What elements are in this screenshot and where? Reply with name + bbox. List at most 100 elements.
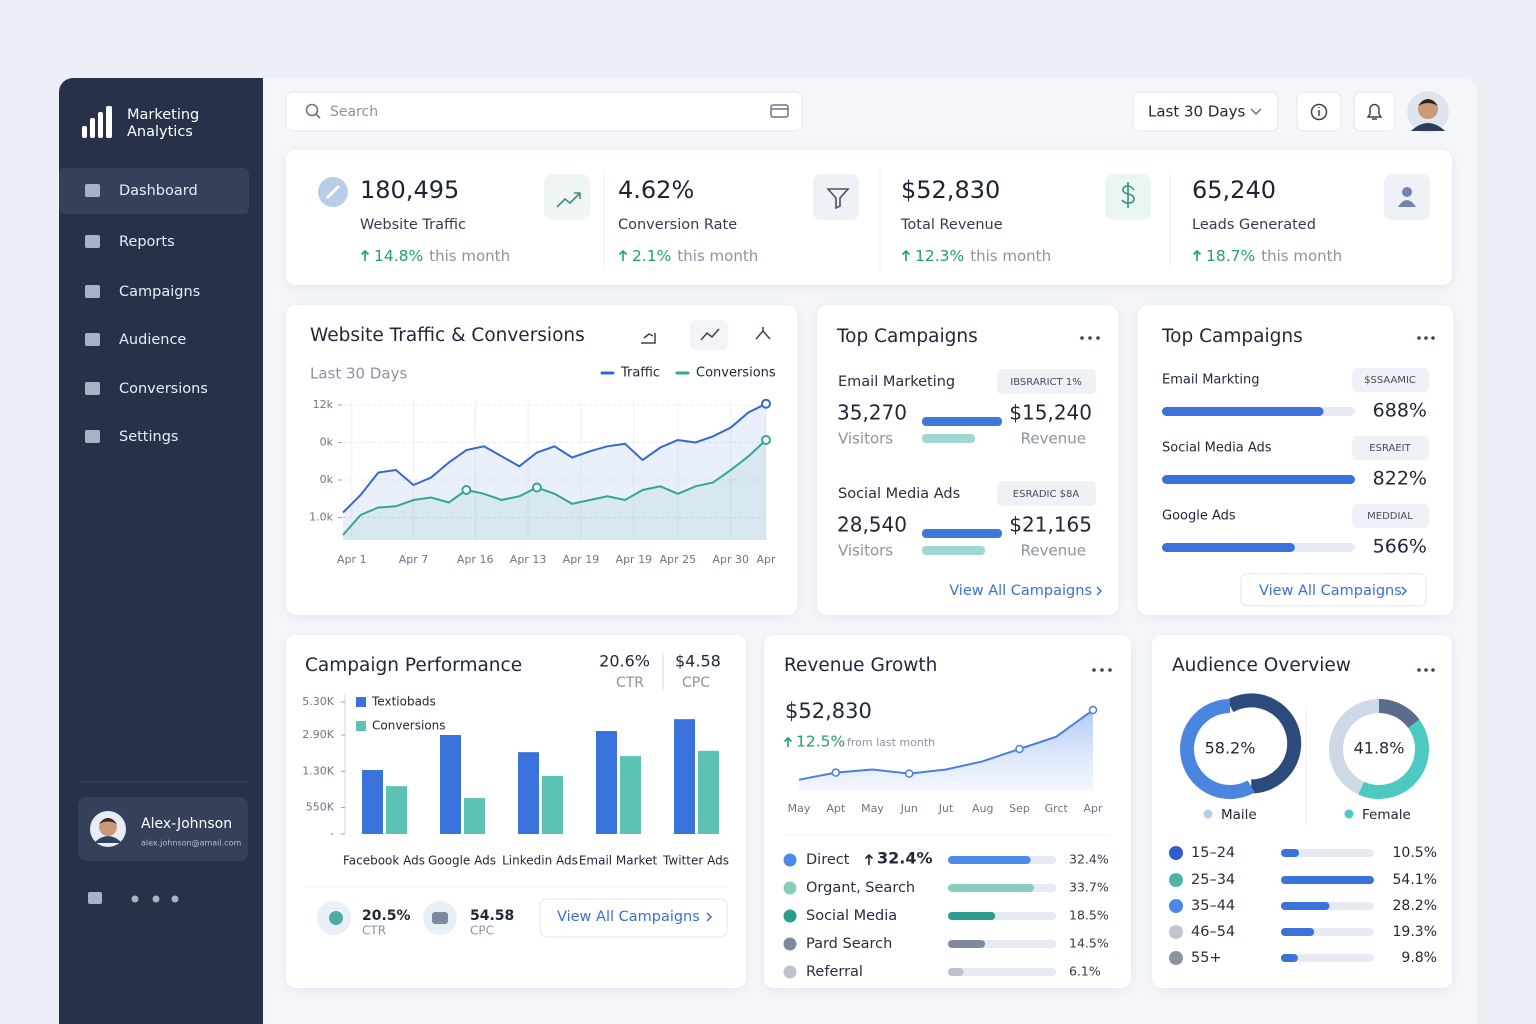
card-title: Top Campaigns xyxy=(836,326,978,347)
nav-item[interactable]: Audience xyxy=(119,332,186,348)
bar xyxy=(1281,928,1315,936)
person-icon xyxy=(1398,200,1416,207)
kpi-label: Total Revenue xyxy=(900,217,1003,233)
campaign-name: Email Markting xyxy=(1162,373,1259,388)
channel-name: Pard Search xyxy=(806,936,892,952)
kpi-label: Conversion Rate xyxy=(618,217,737,233)
kpi-value: 4.62% xyxy=(618,176,694,204)
nav-item[interactable]: Settings xyxy=(119,429,178,445)
kpi-change-period: this month xyxy=(1261,247,1342,265)
channel-highlight: 32.4% xyxy=(877,849,933,868)
bar xyxy=(596,731,617,834)
kpi-change-value: 2.1% xyxy=(632,247,671,265)
age-dot xyxy=(1169,951,1183,965)
bar xyxy=(674,719,695,834)
x-tick-label: May xyxy=(861,802,884,815)
channel-dot xyxy=(783,909,797,923)
view-all-link[interactable]: View All Campaigns xyxy=(949,583,1092,599)
y-tick-label: 12k xyxy=(313,398,334,411)
channel-name: Social Media xyxy=(806,908,897,924)
nav-item[interactable]: Campaigns xyxy=(119,284,200,300)
age-name: 15–24 xyxy=(1191,845,1235,861)
card-title: Website Traffic & Conversions xyxy=(310,325,585,346)
x-tick-label: Google Ads xyxy=(428,854,496,868)
view-all-link[interactable]: View All Campaigns xyxy=(557,909,700,925)
search-placeholder: Search xyxy=(330,104,378,120)
profile-avatar[interactable] xyxy=(1407,91,1449,133)
age-name: 25–34 xyxy=(1191,872,1235,888)
x-tick-label: Facebook Ads xyxy=(343,854,425,868)
footer-stat-value: 54.58 xyxy=(470,908,514,924)
nav-icon xyxy=(85,382,100,395)
bar xyxy=(386,786,407,834)
age-value: 10.5% xyxy=(1393,845,1437,861)
nav-item[interactable]: Conversions xyxy=(119,381,208,397)
channel-dot xyxy=(783,937,797,951)
legend-label: Conversions xyxy=(696,366,776,381)
legend-dot xyxy=(1203,809,1213,819)
bar xyxy=(362,769,383,834)
search-box[interactable] xyxy=(285,91,803,132)
x-tick-label: Apr 19 xyxy=(616,553,653,566)
user-card[interactable] xyxy=(78,797,248,861)
x-tick-label: Grct xyxy=(1045,802,1069,815)
bar xyxy=(948,912,996,920)
top-campaigns-card xyxy=(817,305,1118,615)
campaign-name: Social Media Ads xyxy=(838,486,960,502)
revenue-bar xyxy=(922,434,975,443)
channel-value: 32.4% xyxy=(1069,852,1109,867)
date-range-button[interactable] xyxy=(1132,91,1279,132)
campaign-name: Social Media Ads xyxy=(1162,441,1272,456)
kpi-change: 18.7% this month xyxy=(1206,247,1342,265)
channel-value: 18.5% xyxy=(1069,908,1109,923)
revenue-change: 12.5% xyxy=(796,733,845,751)
nav-item[interactable]: Dashboard xyxy=(119,183,198,199)
bar xyxy=(1281,954,1298,962)
stat-value: $4.58 xyxy=(675,652,721,671)
age-dot xyxy=(1169,899,1183,913)
stat-label: CPC xyxy=(682,675,710,691)
age-dot xyxy=(1169,873,1183,887)
link-button[interactable] xyxy=(539,898,728,938)
bar xyxy=(1281,849,1300,857)
campaign-tag-box xyxy=(1352,504,1429,528)
bar xyxy=(948,940,986,948)
footer-stat-label: CTR xyxy=(362,924,386,938)
bar xyxy=(948,968,964,976)
more-menus[interactable] xyxy=(1080,336,1435,672)
bar-track xyxy=(1281,849,1374,857)
user-email: alex.johnson@amail.com xyxy=(141,839,241,848)
card-title: Revenue Growth xyxy=(784,655,937,676)
age-value: 19.3% xyxy=(1393,924,1437,940)
x-tick-label: Linkedin Ads xyxy=(502,854,578,868)
series-line xyxy=(342,402,767,514)
revenue-point xyxy=(1015,744,1024,754)
x-tick-label: Aug xyxy=(972,802,993,815)
age-value: 9.8% xyxy=(1401,950,1437,966)
kpi-icon-box xyxy=(544,174,590,220)
kpi-label: Leads Generated xyxy=(1192,217,1316,233)
age-dot xyxy=(1169,925,1183,939)
search-icon xyxy=(305,103,321,119)
view-all-link[interactable]: View All Campaigns xyxy=(1259,583,1402,599)
series-line xyxy=(342,439,767,536)
campaign-tag: IBSRARICT 1% xyxy=(1010,377,1081,388)
sidebar-edge xyxy=(220,78,263,1024)
series-point xyxy=(461,485,472,495)
y-tick-label: 5.30K xyxy=(302,695,334,708)
link-button[interactable] xyxy=(1240,573,1427,607)
notifications-button[interactable] xyxy=(1353,91,1396,132)
campaign-tag-box xyxy=(1352,436,1429,460)
revenue-change-note: from last month xyxy=(847,736,935,749)
nav-icon xyxy=(85,430,100,443)
card-subtitle: Last 30 Days xyxy=(310,365,407,383)
nav-item[interactable]: Reports xyxy=(119,234,175,250)
visitors-bar xyxy=(922,417,1002,426)
series-point xyxy=(761,398,771,409)
bar xyxy=(518,752,539,834)
campaign-tag-box xyxy=(997,481,1096,506)
chart-tools[interactable] xyxy=(641,320,771,350)
kpi-value: $52,830 xyxy=(901,176,1000,204)
bar xyxy=(1281,902,1330,910)
